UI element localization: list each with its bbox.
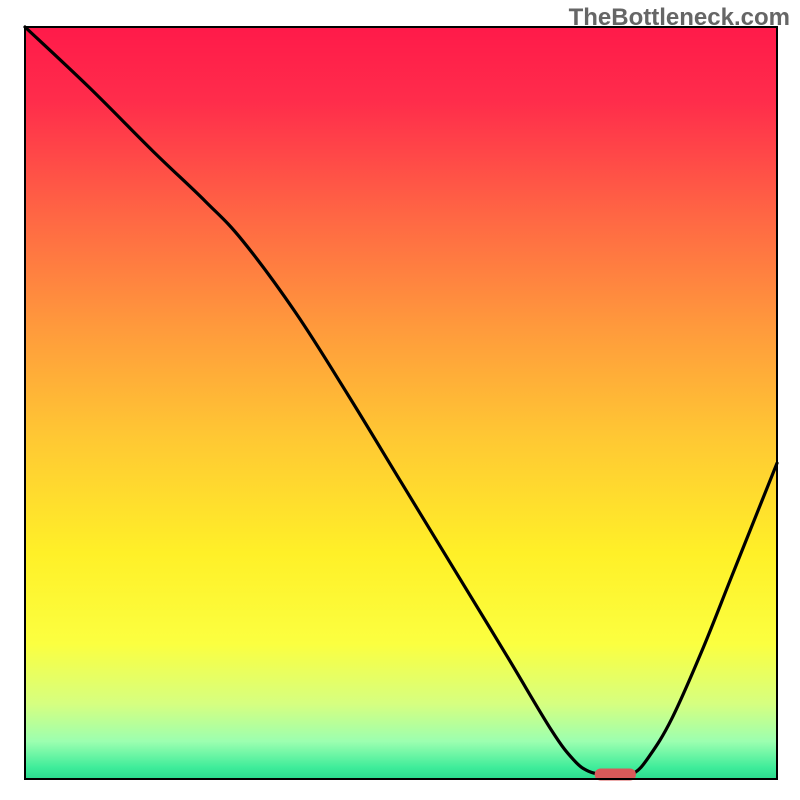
bottleneck-chart	[0, 0, 800, 800]
chart-background	[25, 27, 777, 779]
watermark-text: TheBottleneck.com	[569, 4, 790, 32]
